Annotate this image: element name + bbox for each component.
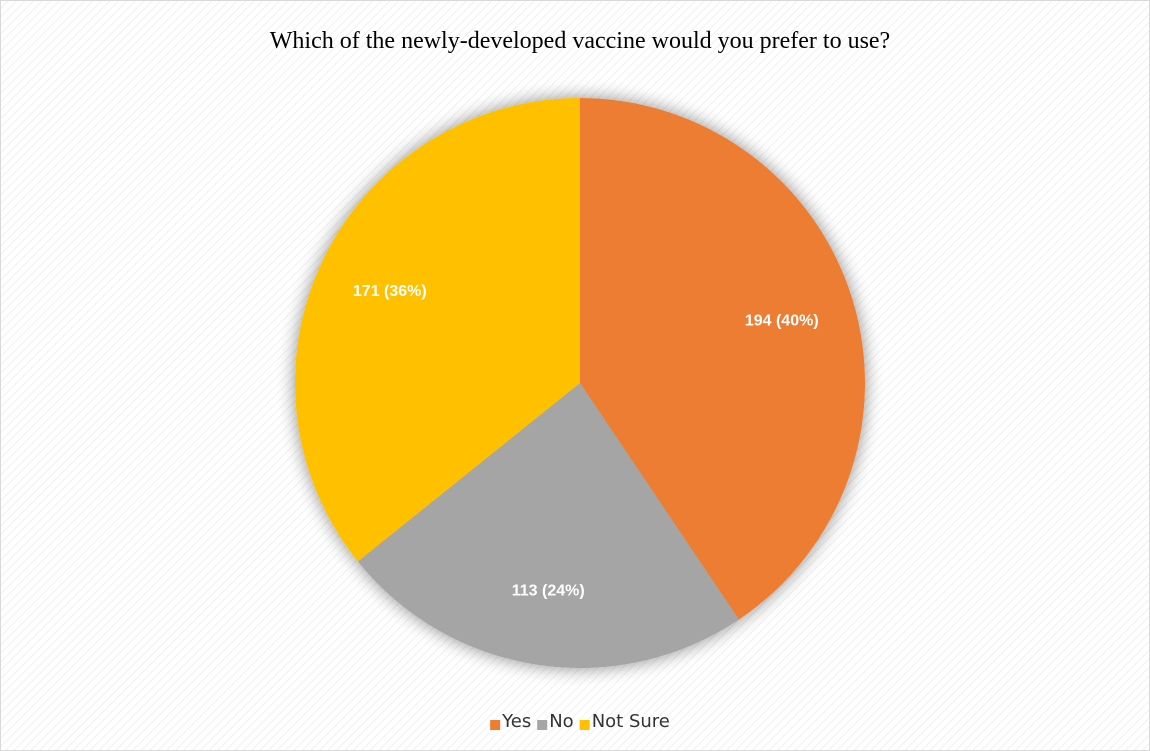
legend-swatch (490, 720, 501, 730)
pie (295, 98, 865, 669)
data-label: 171 (36%) (353, 283, 427, 300)
legend-swatch (579, 720, 590, 730)
chart-title: Which of the newly-developed vaccine wou… (270, 28, 890, 54)
legend-label: Not Sure (592, 711, 670, 732)
data-label: 194 (40%) (745, 313, 819, 330)
pie-slice (295, 98, 580, 562)
legend-label: Yes (501, 711, 531, 732)
pie-slice (357, 383, 739, 669)
legend-label: No (549, 711, 573, 732)
data-label: 113 (24%) (512, 583, 585, 600)
legend-swatch (537, 720, 548, 730)
pie-slice (580, 98, 865, 620)
